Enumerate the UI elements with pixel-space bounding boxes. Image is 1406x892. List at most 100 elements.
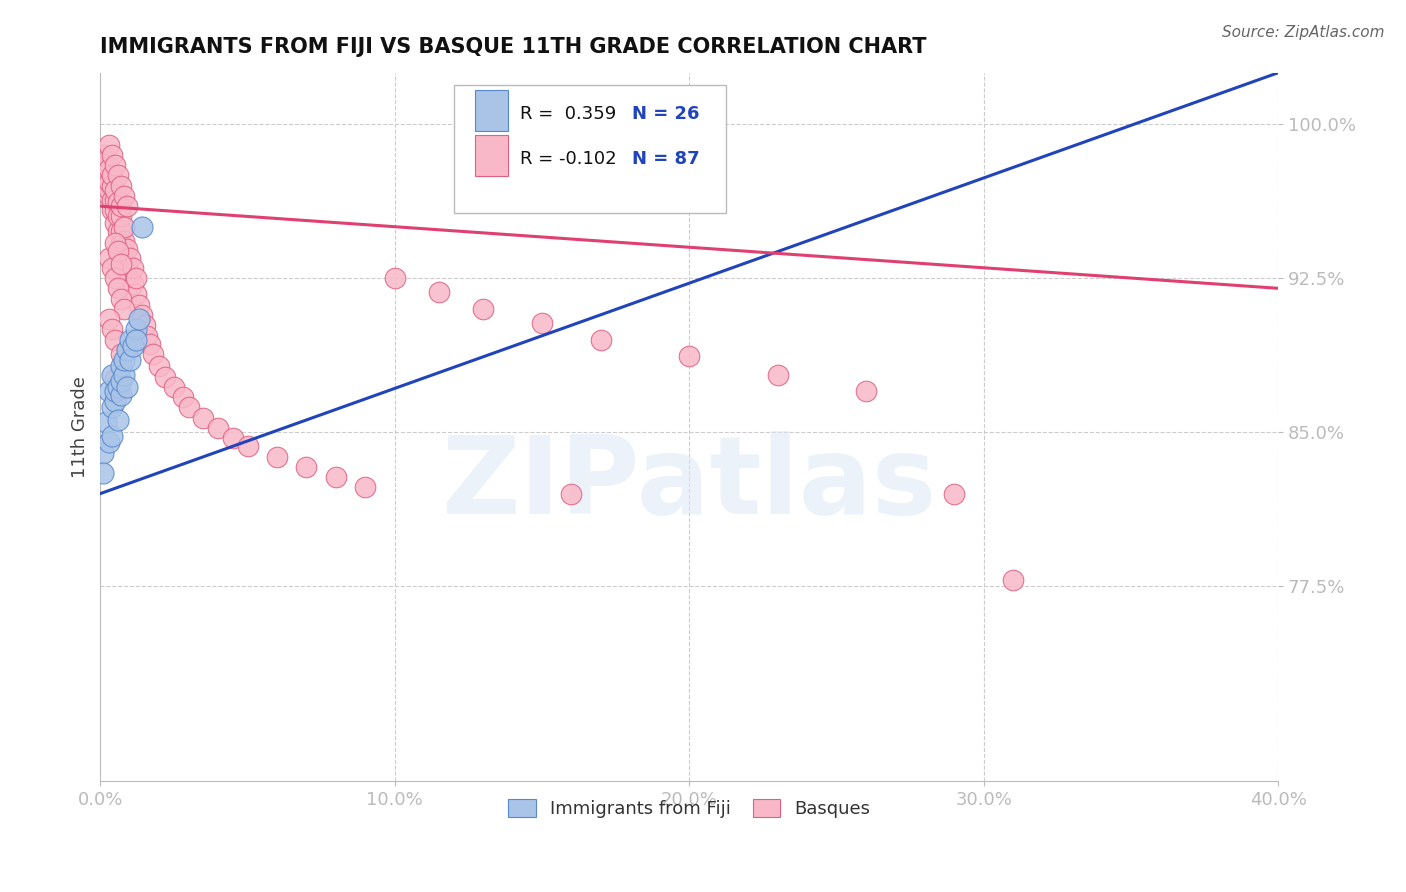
FancyBboxPatch shape <box>475 90 508 131</box>
Point <box>91 169 114 183</box>
Point <box>472 301 495 316</box>
Point <box>107 169 129 183</box>
Point <box>91 445 114 459</box>
Point <box>207 421 229 435</box>
Point <box>110 347 132 361</box>
Point <box>112 189 135 203</box>
Point <box>560 486 582 500</box>
Point <box>121 260 143 275</box>
Point <box>943 486 966 500</box>
Point <box>266 450 288 464</box>
Point <box>193 410 215 425</box>
Point <box>115 343 138 357</box>
Point <box>118 333 141 347</box>
Point <box>110 199 132 213</box>
Point <box>172 390 194 404</box>
Point <box>98 162 121 177</box>
Text: R = -0.102: R = -0.102 <box>520 150 616 168</box>
Point <box>98 189 121 203</box>
Point <box>98 183 121 197</box>
Point <box>104 333 127 347</box>
Point <box>384 271 406 285</box>
Point <box>121 339 143 353</box>
Point <box>236 439 259 453</box>
Point <box>118 353 141 368</box>
Point <box>96 162 118 177</box>
Point <box>104 183 127 197</box>
Point <box>427 285 450 300</box>
Point <box>110 210 132 224</box>
Point <box>110 388 132 402</box>
Point <box>91 466 114 480</box>
Point <box>125 271 148 285</box>
Point <box>766 368 789 382</box>
Point <box>177 401 200 415</box>
Text: N = 26: N = 26 <box>631 104 699 122</box>
Point <box>136 328 159 343</box>
Point <box>115 242 138 256</box>
Point <box>115 199 138 213</box>
Point <box>112 219 135 234</box>
Point <box>104 203 127 218</box>
Point <box>110 236 132 251</box>
Point <box>107 210 129 224</box>
Point <box>115 257 138 271</box>
Point <box>98 435 121 450</box>
Point <box>107 384 129 398</box>
Point <box>112 234 135 248</box>
Point <box>131 308 153 322</box>
FancyBboxPatch shape <box>454 85 725 213</box>
Point <box>153 369 176 384</box>
Point <box>98 384 121 398</box>
Point <box>142 347 165 361</box>
Point <box>107 244 129 259</box>
Point <box>112 353 135 368</box>
Point <box>98 251 121 265</box>
Point <box>101 368 124 382</box>
Point <box>118 251 141 265</box>
Point <box>104 384 127 398</box>
Point <box>855 384 877 398</box>
Point <box>98 175 121 189</box>
Point <box>104 193 127 207</box>
Point <box>101 203 124 218</box>
Point <box>112 246 135 260</box>
Point <box>125 333 148 347</box>
Text: ZIPatlas: ZIPatlas <box>441 431 936 536</box>
Point <box>107 412 129 426</box>
Point <box>104 394 127 409</box>
Point <box>101 401 124 415</box>
Point <box>101 322 124 336</box>
Point <box>131 219 153 234</box>
Point <box>104 371 127 385</box>
Point <box>222 431 245 445</box>
Point <box>101 178 124 193</box>
Point <box>163 380 186 394</box>
Point <box>101 429 124 443</box>
Legend: Immigrants from Fiji, Basques: Immigrants from Fiji, Basques <box>501 791 877 825</box>
Point <box>134 318 156 333</box>
Point <box>112 368 135 382</box>
Text: N = 87: N = 87 <box>631 150 699 168</box>
Point <box>110 178 132 193</box>
Y-axis label: 11th Grade: 11th Grade <box>72 376 89 478</box>
Point <box>354 480 377 494</box>
Point <box>96 178 118 193</box>
Point <box>98 137 121 152</box>
Point <box>96 154 118 169</box>
Point <box>101 193 124 207</box>
Point <box>325 470 347 484</box>
Point <box>118 267 141 281</box>
Point <box>104 216 127 230</box>
Point <box>128 298 150 312</box>
Point <box>110 257 132 271</box>
Text: IMMIGRANTS FROM FIJI VS BASQUE 11TH GRADE CORRELATION CHART: IMMIGRANTS FROM FIJI VS BASQUE 11TH GRAD… <box>100 37 927 57</box>
Point <box>98 312 121 326</box>
Point <box>112 301 135 316</box>
Point <box>101 169 124 183</box>
Point <box>107 380 129 394</box>
Point <box>101 148 124 162</box>
Point <box>678 349 700 363</box>
FancyBboxPatch shape <box>475 135 508 176</box>
Point <box>104 158 127 172</box>
